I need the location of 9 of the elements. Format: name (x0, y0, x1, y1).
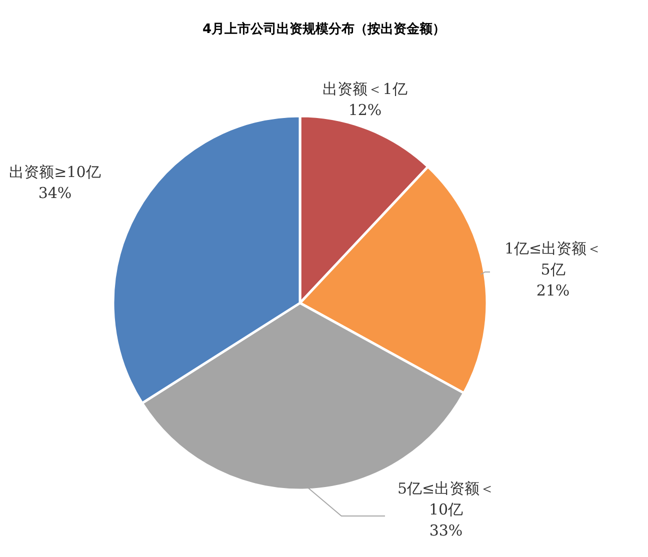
data-label: 33% (428, 520, 464, 542)
slice-label: 出资额＜1亿 (322, 79, 408, 100)
data-label: 21% (535, 280, 571, 302)
slice-label: 1亿≤出资额＜5亿 (503, 238, 603, 280)
chart-title: 4月上市公司出资规模分布（按出资金额） (201, 20, 447, 38)
data-label: 12% (347, 100, 383, 121)
slice-label: 出资额≥10亿 (8, 162, 102, 183)
data-label: 34% (37, 183, 73, 204)
slice-label: 5亿≤出资额＜10亿 (396, 478, 496, 520)
